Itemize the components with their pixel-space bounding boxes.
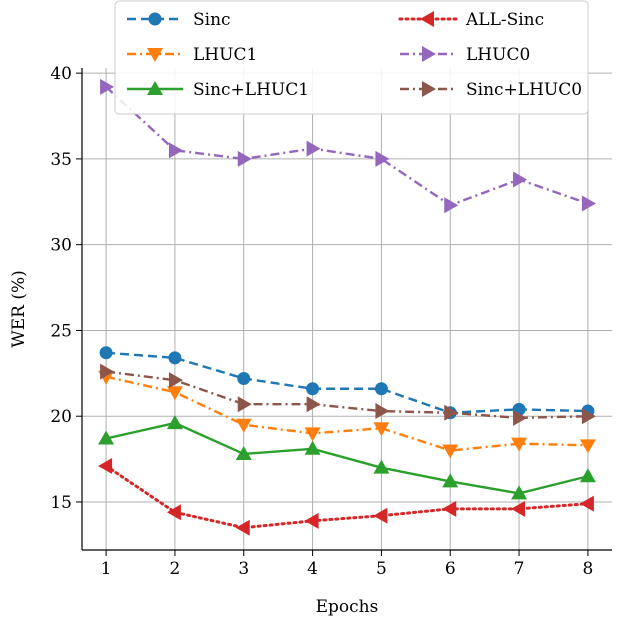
data-point (237, 371, 251, 385)
legend: Sinc ALL-Sinc LHUC1 LHUC0 Sinc+LHUC1 Sinc+LHU… (114, 0, 589, 115)
legend-marker (147, 48, 163, 62)
data-point (304, 440, 321, 455)
series-sinc (99, 346, 595, 420)
grid (82, 68, 612, 550)
y-tick-label: 20 (50, 407, 72, 427)
y-axis-title: WER (%) (9, 270, 29, 348)
data-point (168, 142, 183, 159)
legend-marker (422, 81, 436, 97)
data-point (581, 408, 596, 425)
legend-label: Sinc (193, 10, 231, 30)
data-point (375, 403, 390, 420)
data-point (444, 197, 459, 214)
axes-frame (81, 68, 612, 551)
data-point (511, 500, 526, 517)
series-line (106, 351, 588, 414)
x-tick-label: 4 (307, 559, 318, 579)
data-point (511, 437, 528, 452)
legend-marker (148, 12, 162, 26)
data-point (306, 140, 321, 157)
data-point (235, 418, 252, 433)
series-line (105, 370, 588, 420)
data-point (166, 386, 183, 401)
data-point (100, 363, 115, 380)
legend-label: ALL-Sinc (465, 10, 544, 30)
x-tick-label: 1 (101, 559, 112, 579)
y-tick-label: 40 (50, 64, 72, 84)
series-line (105, 375, 588, 452)
legend-label: Sinc+LHUC0 (466, 80, 582, 100)
legend-label: Sinc+LHUC1 (193, 80, 309, 100)
ticks: 1 2 3 4 5 6 7 8 15 20 25 30 35 40 (50, 64, 593, 579)
data-point (375, 150, 390, 167)
x-axis-title: Epochs (316, 597, 379, 617)
data-point (98, 457, 113, 474)
x-tick-label: 6 (445, 559, 456, 579)
series-sinc-lhuc1 (98, 415, 596, 500)
x-tick-label: 3 (238, 559, 249, 579)
data-point (373, 422, 390, 437)
legend-marker (422, 46, 436, 62)
legend-label: LHUC1 (193, 45, 257, 65)
y-tick-label: 25 (50, 321, 72, 341)
data-point (442, 473, 459, 488)
legend-item: LHUC0 (400, 45, 530, 65)
data-point (306, 382, 320, 396)
legend-marker (420, 11, 434, 27)
data-point (304, 512, 319, 529)
y-tick-label: 30 (50, 236, 72, 256)
series-layer (98, 78, 596, 536)
data-point (513, 171, 528, 188)
data-point (511, 485, 528, 500)
legend-item: Sinc+LHUC1 (127, 80, 309, 100)
legend-item: LHUC1 (127, 45, 257, 65)
series-lhuc0 (100, 78, 596, 214)
legend-label: LHUC0 (466, 45, 530, 65)
data-point (374, 382, 388, 396)
data-point (306, 396, 321, 413)
data-point (579, 439, 596, 454)
series-line (105, 421, 589, 495)
data-point (579, 468, 596, 483)
data-point (168, 351, 182, 365)
legend-item: Sinc (127, 10, 231, 30)
data-point (513, 409, 528, 426)
y-tick-label: 35 (50, 150, 72, 170)
legend-box (114, 0, 589, 115)
data-point (235, 445, 252, 460)
series-line (104, 464, 590, 530)
x-tick-label: 7 (514, 559, 525, 579)
x-tick-label: 5 (376, 559, 387, 579)
data-point (98, 430, 115, 445)
x-tick-label: 2 (170, 559, 181, 579)
data-point (442, 500, 457, 517)
series-line (105, 85, 589, 207)
data-point (237, 150, 252, 167)
y-tick-label: 15 (50, 493, 72, 513)
data-point (99, 346, 113, 360)
data-point (304, 427, 321, 442)
x-tick-label: 8 (582, 559, 593, 579)
data-point (166, 504, 181, 521)
data-point (444, 404, 459, 421)
legend-item: ALL-Sinc (398, 10, 544, 30)
data-point (168, 372, 183, 389)
data-point (373, 507, 388, 524)
data-point (579, 495, 594, 512)
data-point (235, 519, 250, 536)
data-point (100, 78, 115, 95)
data-point (581, 195, 596, 212)
data-point (237, 396, 252, 413)
legend-item: Sinc+LHUC0 (400, 80, 582, 100)
data-point (166, 415, 183, 430)
data-point (442, 444, 459, 459)
series-all-sinc (98, 457, 594, 536)
data-point (373, 459, 390, 474)
legend-marker (147, 81, 163, 95)
series-sinc-lhuc0 (100, 363, 596, 426)
